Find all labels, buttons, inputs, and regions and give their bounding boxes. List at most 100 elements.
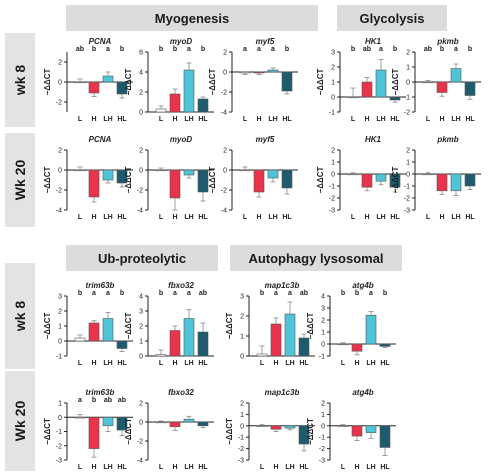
y-tick-label: -3 (56, 458, 62, 465)
y-tick-label: -1 (56, 429, 62, 436)
x-tick-label: LH (366, 360, 375, 367)
chart-trim63b-10: trim63b −ΔΔCT -1 0 1 2 3 Lb Ha LH a HL b (43, 281, 133, 367)
y-tick-label: 0 (240, 354, 244, 361)
x-tick-label: H (439, 116, 444, 123)
y-tick-label: 0 (321, 423, 325, 430)
y-tick-label: -1 (319, 354, 325, 361)
y-tick-label: -1 (238, 435, 244, 442)
y-tick-label: 2 (58, 309, 62, 316)
x-tick-label: L (78, 116, 83, 123)
x-tick-label: LH (103, 116, 112, 123)
x-tick-label: H (172, 360, 177, 367)
x-tick-label: LH (103, 360, 112, 367)
bar-LH (102, 318, 114, 342)
y-tick-label: 2 (240, 401, 244, 408)
x-tick-label: HL (380, 464, 390, 471)
y-tick-label: 6 (139, 50, 143, 57)
x-tick-label: L (341, 464, 346, 471)
y-tick-label: 0 (406, 172, 410, 179)
y-tick-label: -4 (137, 208, 143, 215)
bar-LH (102, 416, 114, 427)
y-tick-label: 1 (331, 80, 335, 87)
bar-HL (389, 96, 401, 101)
significance-label: b (120, 290, 124, 297)
bar-L (347, 173, 359, 176)
x-tick-label: L (341, 360, 346, 367)
chart-PCNA-0: PCNA −ΔΔCT -2 0 2 Lab Hb LH a HL b (43, 37, 133, 123)
gene-title: myf5 (256, 37, 275, 46)
y-axis-label: −ΔΔCT (391, 68, 400, 95)
significance-label: b (355, 290, 359, 297)
x-tick-label: LH (103, 464, 112, 471)
x-tick-label: H (364, 214, 369, 221)
significance-label: a (106, 290, 110, 297)
x-tick-label: HL (390, 116, 400, 123)
x-tick-label: L (78, 214, 83, 221)
y-tick-label: 2 (321, 318, 325, 325)
bar-H (88, 81, 100, 94)
y-tick-label: 4 (139, 70, 143, 77)
significance-label: a (257, 46, 261, 53)
chart-fbxo32-11: fbxo32 −ΔΔCT 0 1 2 3 4 Lb Ha LH a HL ab (124, 281, 214, 367)
gene-title: HK1 (365, 37, 382, 46)
bar-HL (298, 425, 310, 445)
bar-HL (281, 169, 293, 189)
y-axis-label: −ΔΔCT (43, 418, 52, 445)
section-header-glycolysis: Glycolysis (337, 5, 447, 31)
bar-LH (183, 318, 195, 357)
bar-L (74, 169, 86, 172)
y-tick-label: 1 (406, 65, 410, 72)
x-tick-label: HL (198, 464, 208, 471)
bar-H (88, 169, 100, 198)
bar-HL (197, 421, 209, 427)
significance-label: b (341, 290, 345, 297)
x-tick-label: HL (282, 214, 292, 221)
bar-L (155, 169, 167, 172)
x-tick-label: L (159, 464, 164, 471)
x-tick-label: LH (366, 464, 375, 471)
y-tick-label: 1 (58, 401, 62, 408)
bar-LH (267, 69, 279, 73)
significance-label: a (78, 397, 82, 404)
y-tick-label: 0 (240, 423, 244, 430)
x-tick-label: HL (198, 116, 208, 123)
significance-label: ab (300, 290, 308, 297)
bar-HL (464, 81, 476, 96)
y-axis-label: −ΔΔCT (124, 68, 133, 95)
y-tick-label: 0 (58, 415, 62, 422)
bar-L (256, 425, 268, 427)
x-tick-label: HL (117, 464, 127, 471)
y-tick-label: -3 (329, 208, 335, 215)
y-tick-label: 0 (58, 80, 62, 87)
row-tab-3: wk 8 (5, 263, 35, 369)
gene-title: pkmb (436, 37, 458, 46)
bar-HL (281, 71, 293, 92)
chart-panels: PCNA−ΔΔCT-202LabHbLHaHLbmyoD−ΔΔCT0246LbH… (43, 37, 481, 471)
gene-title: atg4b (352, 388, 373, 397)
x-tick-label: H (172, 214, 177, 221)
y-tick-label: 0 (139, 354, 143, 361)
x-tick-label: L (426, 116, 431, 123)
row-label: wk 8 (12, 301, 28, 333)
y-tick-label: 2 (406, 50, 410, 57)
y-tick-label: 3 (58, 294, 62, 301)
bar-LH (450, 68, 462, 83)
x-tick-label: LH (184, 360, 193, 367)
section-title: Ub-proteolytic (98, 251, 186, 266)
significance-label: b (468, 46, 472, 53)
y-axis-label: −ΔΔCT (316, 166, 325, 193)
y-tick-label: -2 (56, 443, 62, 450)
x-tick-label: LH (285, 360, 294, 367)
bar-H (169, 93, 181, 113)
y-axis-label: −ΔΔCT (316, 68, 325, 95)
y-tick-label: 4 (321, 294, 325, 301)
bar-H (436, 173, 448, 192)
significance-label: b (260, 290, 264, 297)
y-tick-label: -2 (238, 446, 244, 453)
y-tick-label: 0 (223, 70, 227, 77)
y-tick-label: -2 (137, 439, 143, 446)
y-axis-label: −ΔΔCT (225, 418, 234, 445)
significance-label: a (187, 46, 191, 53)
